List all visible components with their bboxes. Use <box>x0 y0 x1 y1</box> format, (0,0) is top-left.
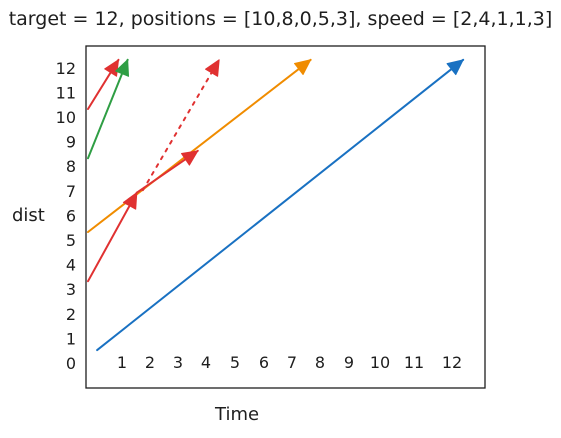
x-tick-label: 9 <box>344 353 354 372</box>
series-line <box>87 58 129 160</box>
y-tick-label: 12 <box>56 59 76 78</box>
arrowhead <box>294 59 312 76</box>
x-tick-label: 7 <box>287 353 297 372</box>
x-tick-label: 6 <box>259 353 269 372</box>
x-tick-label: 8 <box>315 353 325 372</box>
arrowhead <box>205 59 220 77</box>
series-line <box>141 58 221 192</box>
y-tick-label: 9 <box>66 133 76 152</box>
x-tick-label: 4 <box>201 353 211 372</box>
arrowhead <box>122 192 138 210</box>
y-tick-label: 8 <box>66 157 76 176</box>
x-tick-label: 2 <box>145 353 155 372</box>
plot-frame <box>85 45 486 389</box>
chart-title: target = 12, positions = [10,8,0,5,3], s… <box>8 8 553 30</box>
series-line <box>87 191 138 283</box>
y-tick-label: 6 <box>66 206 76 225</box>
x-tick-label: 10 <box>370 353 390 372</box>
x-axis-label: Time <box>215 404 260 425</box>
x-tick-label: 11 <box>404 353 424 372</box>
x-tick-label: 12 <box>442 353 462 372</box>
y-tick-label: 4 <box>66 256 76 275</box>
y-tick-label: 2 <box>66 305 76 324</box>
y-tick-label: 1 <box>66 329 76 348</box>
x-tick-label: 3 <box>173 353 183 372</box>
y-axis-label: dist <box>12 205 45 226</box>
y-tick-label: 5 <box>66 231 76 250</box>
arrowhead <box>104 59 119 77</box>
y-tick-label: 0 <box>66 354 76 373</box>
x-ticks: 1 2 3 4 5 6 7 8 9 10 11 12 <box>117 353 462 372</box>
arrowhead <box>115 59 130 77</box>
arrowhead <box>446 59 464 76</box>
x-tick-label: 1 <box>117 353 127 372</box>
x-tick-label: 5 <box>230 353 240 372</box>
arrowhead <box>180 150 199 166</box>
y-tick-label: 10 <box>56 108 76 127</box>
y-tick-label: 11 <box>56 83 76 102</box>
series-group <box>87 58 465 352</box>
series-line <box>96 58 465 352</box>
y-tick-label: 7 <box>66 182 76 201</box>
y-tick-label: 3 <box>66 280 76 299</box>
